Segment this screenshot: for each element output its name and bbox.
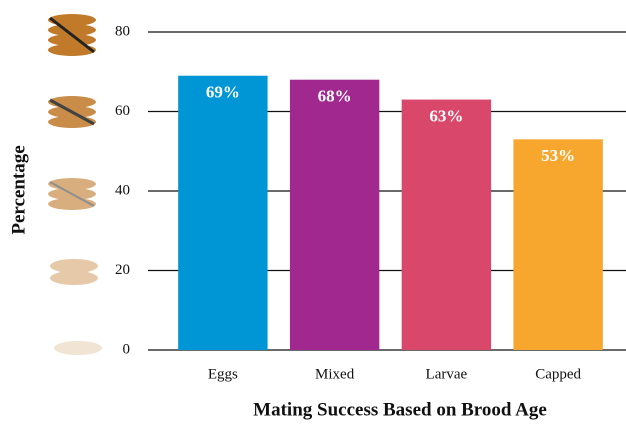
bee-icons	[48, 14, 102, 355]
x-tick-label: Capped	[535, 366, 581, 382]
y-tick-label: 20	[115, 262, 130, 278]
y-tick-label: 80	[115, 23, 130, 39]
y-tick-label: 60	[115, 103, 130, 119]
x-tick-label: Larvae	[426, 366, 468, 382]
value-label: 53%	[541, 146, 575, 165]
bar	[401, 99, 492, 350]
value-label: 68%	[318, 87, 352, 106]
x-tick-label: Mixed	[315, 366, 355, 382]
y-tick-label: 0	[123, 341, 131, 357]
bar	[178, 75, 268, 350]
value-label: 63%	[429, 106, 463, 125]
value-label: 69%	[206, 83, 240, 102]
bar	[289, 79, 380, 350]
y-tick-label: 40	[115, 182, 130, 198]
x-tick-label: Eggs	[208, 366, 238, 382]
x-axis-title: Mating Success Based on Brood Age	[253, 399, 547, 420]
y-axis-title: Percentage	[8, 145, 29, 234]
bar	[513, 139, 603, 350]
